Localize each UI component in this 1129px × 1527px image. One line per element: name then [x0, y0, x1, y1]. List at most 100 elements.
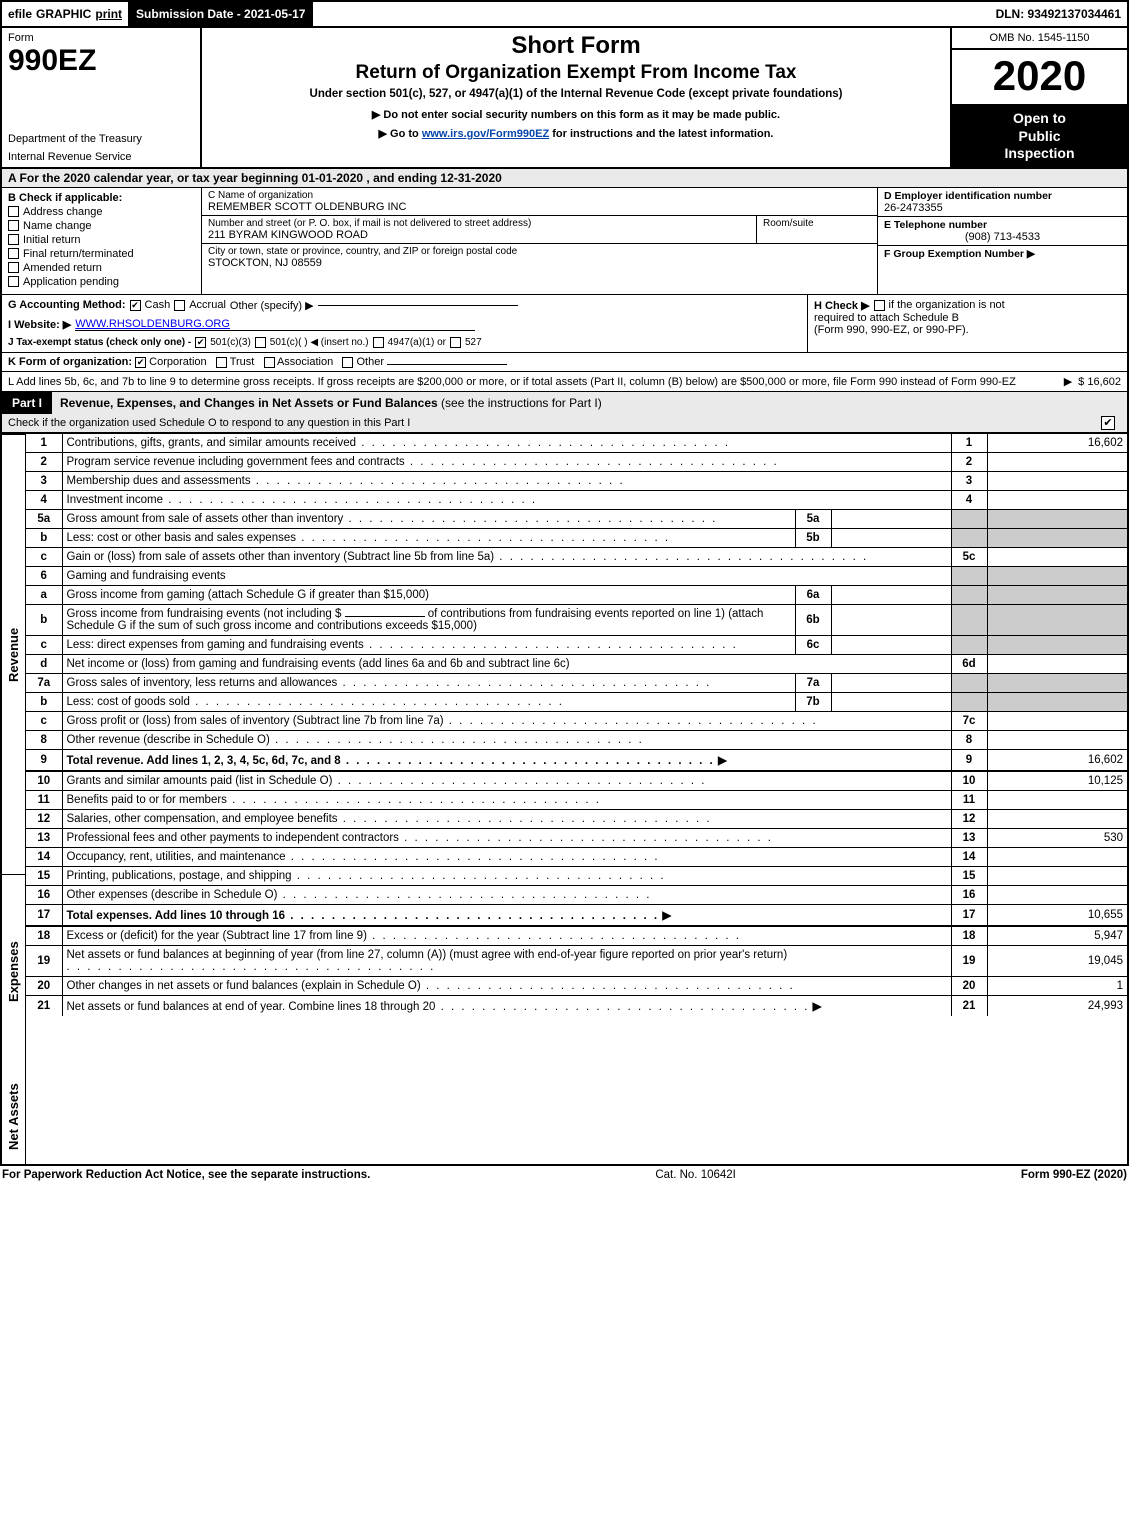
lines-table: 1 Contributions, gifts, grants, and simi… [26, 434, 1127, 1016]
k-other: Other [356, 356, 384, 368]
under-section: Under section 501(c), 527, or 4947(a)(1)… [310, 88, 843, 100]
line-no: 21 [26, 995, 62, 1016]
line-no: d [26, 654, 62, 673]
line-17: 17 Total expenses. Add lines 10 through … [26, 904, 1127, 926]
shaded-cell [987, 528, 1127, 547]
g-other-input[interactable] [318, 305, 518, 306]
chk-501c3[interactable]: ✔ [195, 337, 206, 348]
chk-name-change[interactable]: Name change [8, 220, 195, 232]
header-left: Form 990EZ Department of the Treasury In… [2, 28, 202, 167]
line-desc: Net assets or fund balances at beginning… [67, 949, 788, 961]
chk-assoc[interactable] [264, 357, 275, 368]
header-center: Short Form Return of Organization Exempt… [202, 28, 952, 167]
right-meta-col: D Employer identification number 26-2473… [877, 188, 1127, 294]
part-1-schedule-o-checkbox[interactable]: ✔ [1101, 416, 1115, 430]
line-6: 6 Gaming and fundraising events [26, 566, 1127, 585]
j-v4: 527 [465, 337, 482, 348]
chk-initial-return[interactable]: Initial return [8, 234, 195, 246]
line-no: c [26, 711, 62, 730]
line-7c: c Gross profit or (loss) from sales of i… [26, 711, 1127, 730]
chk-application-pending[interactable]: Application pending [8, 276, 195, 288]
line-desc: Other changes in net assets or fund bala… [67, 980, 421, 992]
sub-val [831, 604, 951, 635]
website-link[interactable]: WWW.RHSOLDENBURG.ORG [75, 318, 475, 331]
line-num: 5c [951, 547, 987, 566]
efile-cell: efile GRAPHIC print [2, 2, 130, 26]
line-amt: 10,655 [987, 904, 1127, 926]
chk-accrual[interactable] [174, 300, 185, 311]
chk-address-change[interactable]: Address change [8, 206, 195, 218]
chk-h[interactable] [874, 300, 885, 311]
chk-final-return[interactable]: Final return/terminated [8, 248, 195, 260]
g-cash: Cash [145, 299, 171, 311]
line-desc-a: Gross income from fundraising events (no… [67, 608, 342, 620]
arrow-icon: ▶ [662, 910, 671, 922]
period-mid: , and ending [366, 171, 440, 185]
line-6b-contrib-input[interactable] [345, 616, 425, 617]
print-link[interactable]: print [95, 7, 122, 21]
part-1-sub: Check if the organization used Schedule … [2, 414, 1127, 432]
form-subtitle: Return of Organization Exempt From Incom… [356, 62, 797, 84]
line-2: 2 Program service revenue including gove… [26, 452, 1127, 471]
line-desc: Printing, publications, postage, and shi… [67, 870, 292, 882]
line-amt [987, 490, 1127, 509]
line-19: 19 Net assets or fund balances at beginn… [26, 945, 1127, 976]
sub-no: 6a [795, 585, 831, 604]
line-num: 20 [951, 976, 987, 995]
l-text: L Add lines 5b, 6c, and 7b to line 9 to … [8, 376, 1058, 388]
line-num: 4 [951, 490, 987, 509]
chk-cash[interactable]: ✔ [130, 300, 141, 311]
shaded-cell [987, 509, 1127, 528]
line-desc: Professional fees and other payments to … [67, 832, 399, 844]
line-num: 14 [951, 847, 987, 866]
section-tabs: Revenue Expenses Net Assets [2, 434, 26, 1164]
line-no: c [26, 547, 62, 566]
checkbox-icon [8, 276, 19, 287]
part-1-band: Part I Revenue, Expenses, and Changes in… [0, 391, 1129, 434]
sub-val [831, 528, 951, 547]
checkbox-icon [8, 234, 19, 245]
line-no: 9 [26, 749, 62, 771]
j-v3: 4947(a)(1) or [388, 337, 446, 348]
chk-corp[interactable]: ✔ [135, 357, 146, 368]
period-line: A For the 2020 calendar year, or tax yea… [0, 169, 1129, 188]
sub-val [831, 673, 951, 692]
k-other-input[interactable] [387, 364, 507, 365]
line-no: 17 [26, 904, 62, 926]
submission-date-cell: Submission Date - 2021-05-17 [130, 2, 313, 26]
tab-net-assets: Net Assets [2, 1069, 25, 1164]
line-desc: Less: cost or other basis and sales expe… [67, 532, 297, 544]
line-desc: Membership dues and assessments [67, 475, 251, 487]
g-other: Other (specify) ▶ [230, 299, 314, 312]
g-h-block: G Accounting Method: ✔ Cash Accrual Othe… [0, 294, 1129, 352]
chk-527[interactable] [450, 337, 461, 348]
line-amt [987, 885, 1127, 904]
org-name: REMEMBER SCOTT OLDENBURG INC [208, 201, 871, 213]
line-num: 1 [951, 434, 987, 453]
k-label: K Form of organization: [8, 356, 132, 368]
line-desc: Gross profit or (loss) from sales of inv… [67, 715, 444, 727]
line-num: 16 [951, 885, 987, 904]
goto-note: ▶ Go to www.irs.gov/Form990EZ for instru… [379, 127, 774, 140]
chk-4947[interactable] [373, 337, 384, 348]
shaded-cell [951, 604, 987, 635]
line-6c: c Less: direct expenses from gaming and … [26, 635, 1127, 654]
j-label: J Tax-exempt status (check only one) - [8, 337, 191, 348]
line-5c: c Gain or (loss) from sale of assets oth… [26, 547, 1127, 566]
top-bar: efile GRAPHIC print Submission Date - 20… [0, 0, 1129, 26]
g-row: G Accounting Method: ✔ Cash Accrual Othe… [8, 299, 801, 312]
chk-amended-return[interactable]: Amended return [8, 262, 195, 274]
shaded-cell [951, 585, 987, 604]
line-desc: Gaming and fundraising events [67, 570, 226, 582]
box-b-head: B Check if applicable: [8, 192, 195, 204]
chk-501c[interactable] [255, 337, 266, 348]
chk-trust[interactable] [216, 357, 227, 368]
line-7b: b Less: cost of goods sold 7b [26, 692, 1127, 711]
sub-no: 5a [795, 509, 831, 528]
line-no: 3 [26, 471, 62, 490]
irs-link[interactable]: www.irs.gov/Form990EZ [422, 128, 549, 140]
line-20: 20 Other changes in net assets or fund ba… [26, 976, 1127, 995]
part-1-title: Revenue, Expenses, and Changes in Net As… [60, 392, 1127, 414]
line-desc: Total expenses. Add lines 10 through 16 [67, 910, 286, 922]
chk-other[interactable] [342, 357, 353, 368]
